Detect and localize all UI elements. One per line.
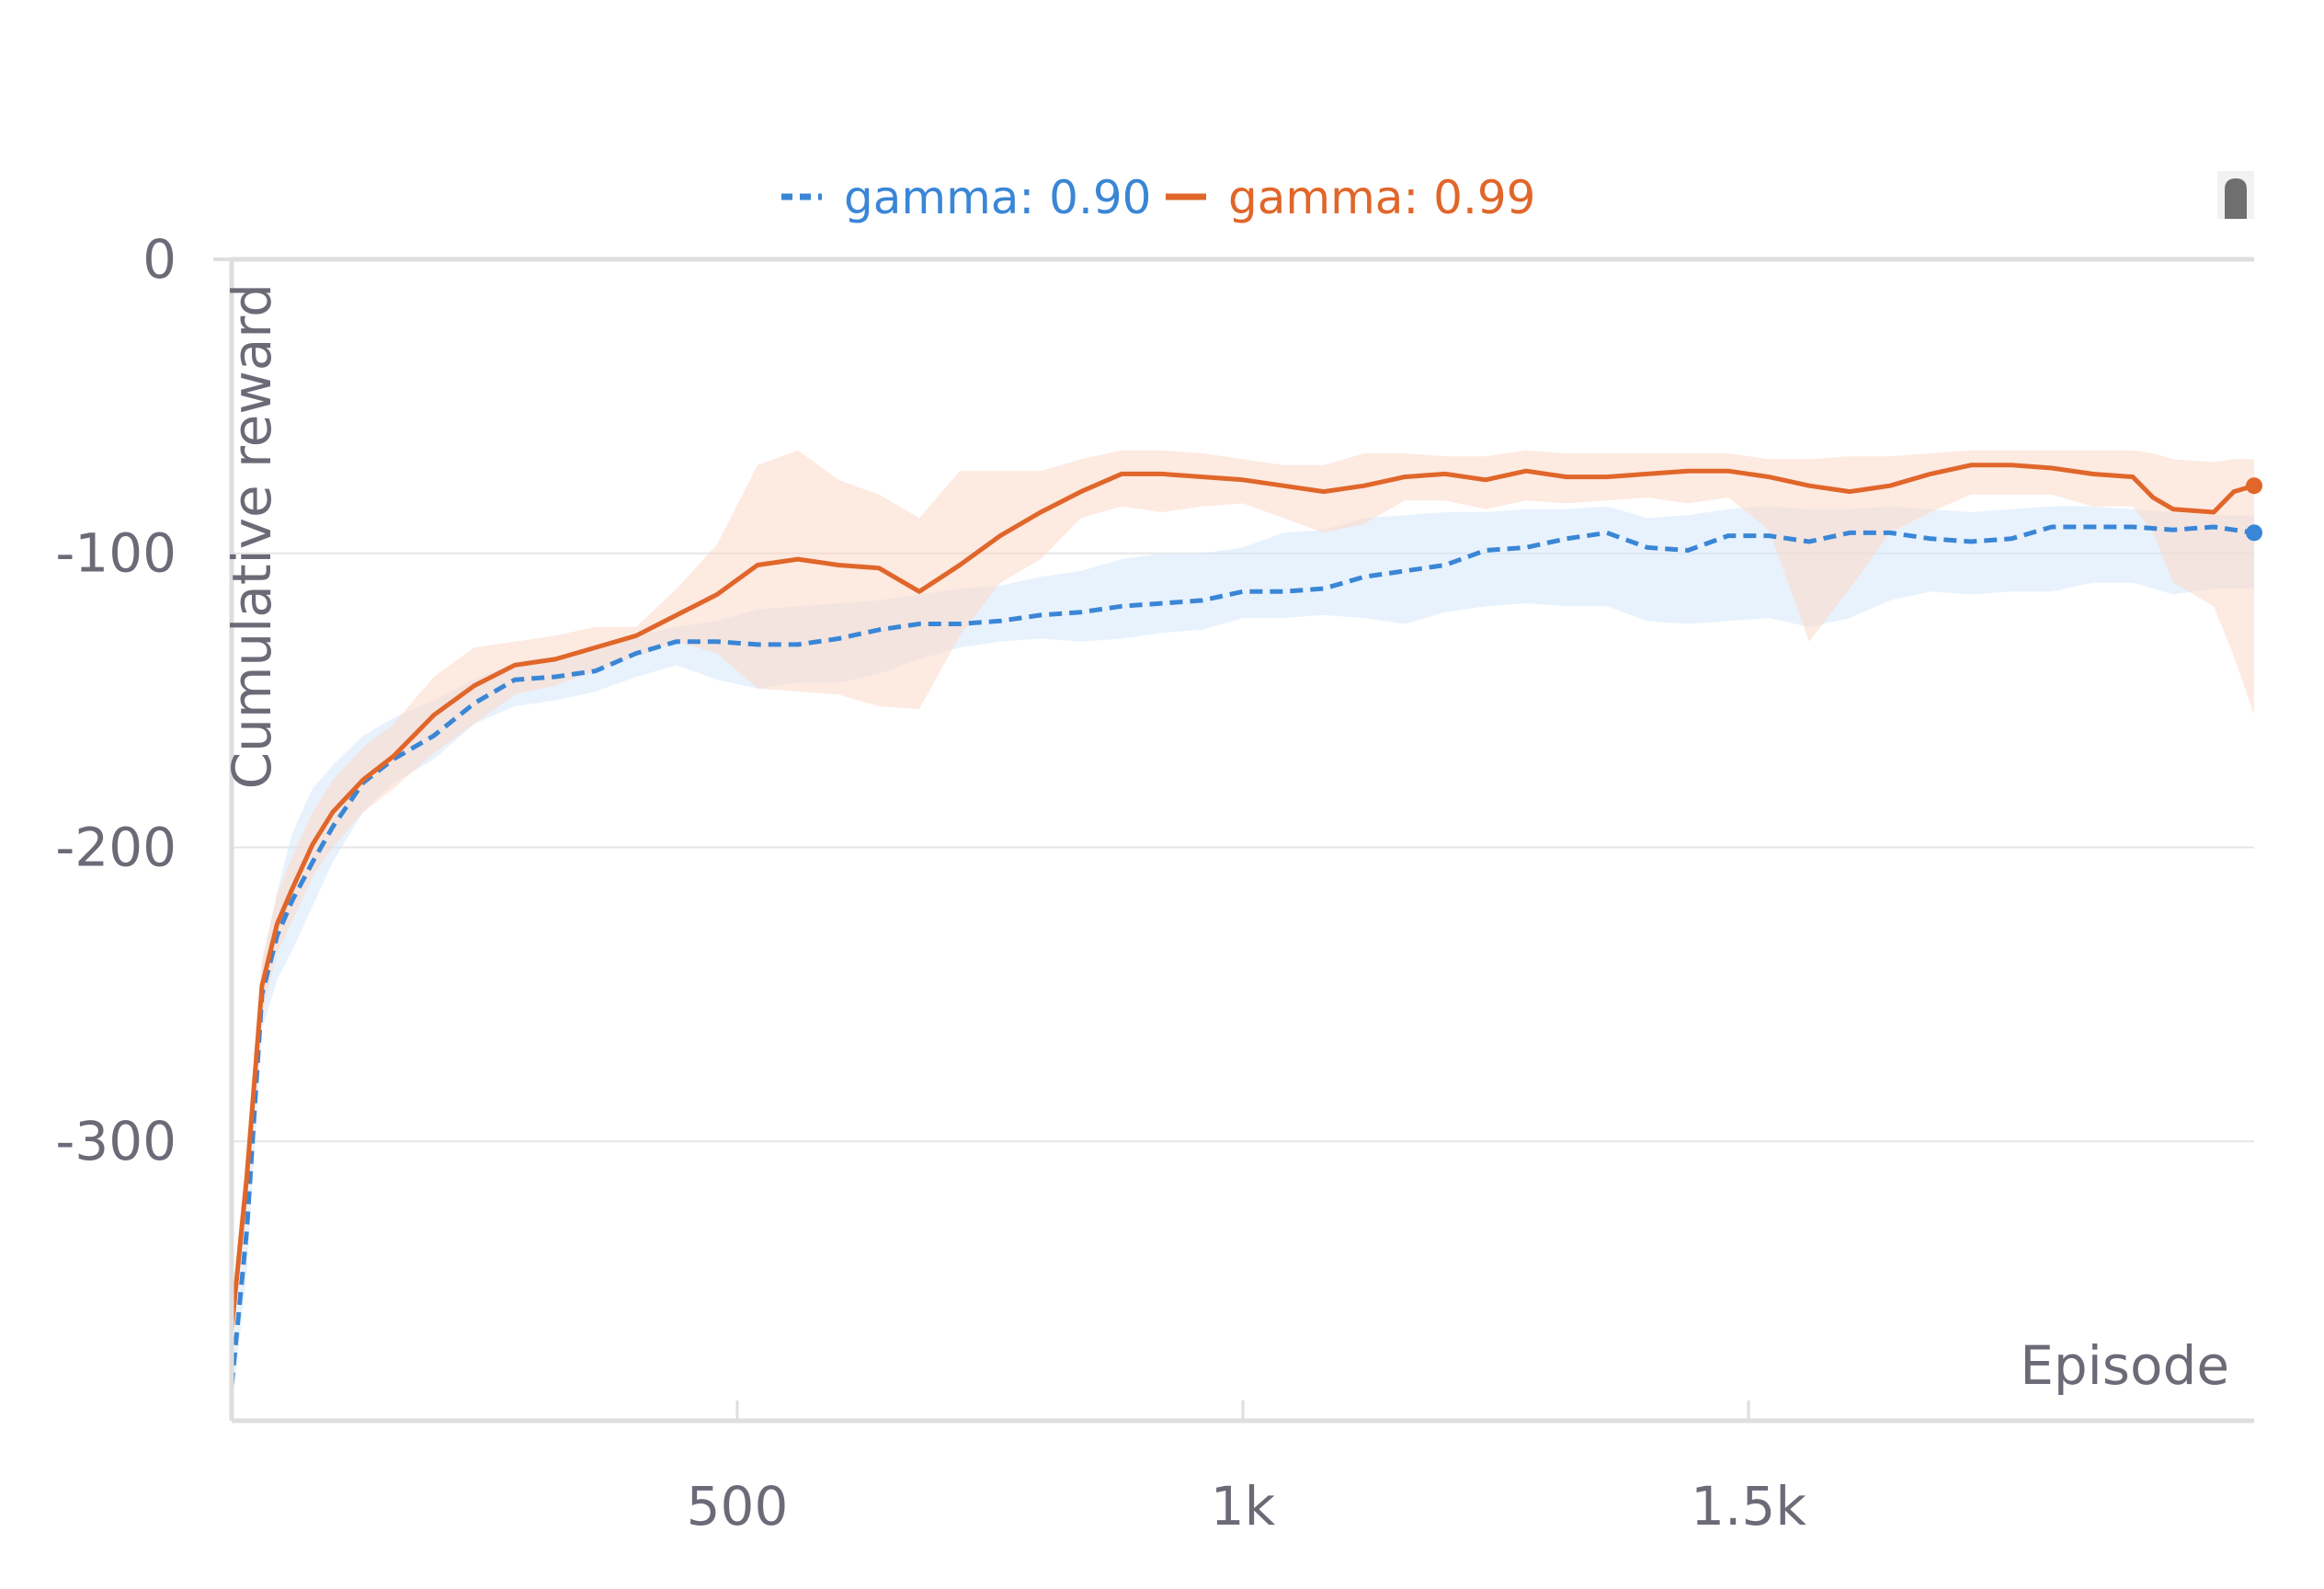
series-line-gamma-090 [229, 524, 2255, 1386]
series-line-gamma-099 [229, 463, 2255, 1331]
legend: gamma: 0.90 gamma: 0.99 [781, 171, 1536, 224]
legend-label: gamma: 0.90 [844, 171, 1152, 224]
tick-layer: 0 -100 -200 -300 500 1k 1.5k [55, 228, 1806, 1538]
x-tick-label: 500 [687, 1475, 789, 1538]
series-endpoint [2246, 524, 2262, 542]
x-tick-label: 1k [1211, 1475, 1276, 1538]
series-endpoint [2246, 477, 2262, 495]
y-tick-label: -200 [55, 816, 177, 878]
y-tick-label: -100 [55, 522, 177, 585]
y-tick-label: -300 [55, 1110, 177, 1172]
axis-layer [213, 257, 2254, 1423]
y-axis-title: Cumulative reward [221, 283, 283, 789]
legend-label: gamma: 0.99 [1228, 171, 1536, 224]
band-layer [232, 450, 2254, 1412]
line-layer [229, 463, 2262, 1386]
x-axis-title: Episode [2020, 1334, 2229, 1397]
y-tick-label: 0 [142, 228, 177, 291]
scroll-handle-icon[interactable] [2217, 171, 2254, 219]
x-tick-label: 1.5k [1691, 1475, 1806, 1538]
